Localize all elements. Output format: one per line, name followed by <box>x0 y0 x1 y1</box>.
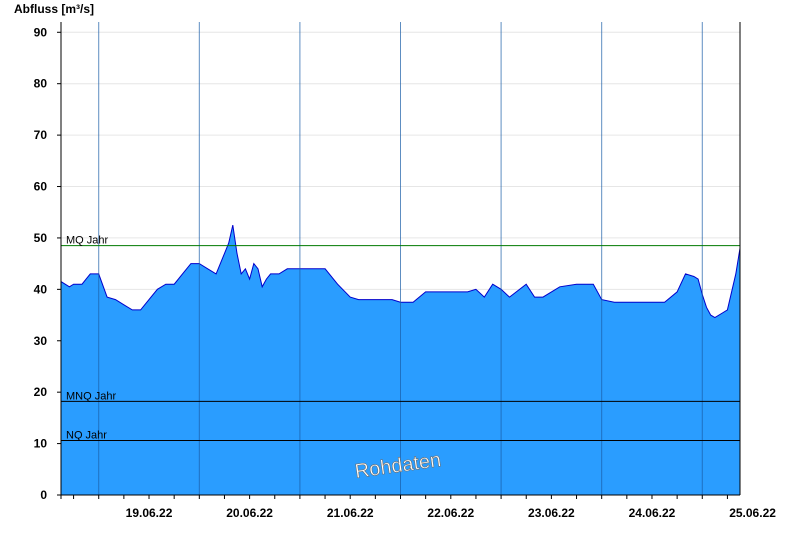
y-tick-label: 80 <box>34 77 48 91</box>
reference-label: MNQ Jahr <box>66 390 116 402</box>
x-tick-label: 25.06.22 <box>729 506 776 520</box>
day-separators <box>98 22 703 495</box>
y-tick-label: 0 <box>40 488 47 502</box>
axes <box>57 22 741 499</box>
y-tick-label: 90 <box>34 25 48 39</box>
x-tick-label: 24.06.22 <box>629 506 676 520</box>
y-tick-label: 50 <box>34 231 48 245</box>
x-ticks: 19.06.22 20.06.22 21.06.22 22.06.22 23.06.22… <box>73 495 776 520</box>
x-tick-label: 20.06.22 <box>226 506 273 520</box>
y-tick-label: 40 <box>34 282 48 296</box>
reference-lines: MQ Jahr MNQ Jahr NQ Jahr <box>61 235 740 442</box>
reference-label: NQ Jahr <box>66 430 107 442</box>
y-tick-label: 70 <box>34 128 48 142</box>
y-ticks: 0 10 20 30 40 50 60 70 80 90 <box>34 25 61 502</box>
y-tick-label: 30 <box>34 334 48 348</box>
x-tick-label: 23.06.22 <box>528 506 575 520</box>
y-axis-label: Abfluss [m³/s] <box>14 2 94 16</box>
y-tick-label: 20 <box>34 385 48 399</box>
x-tick-label: 22.06.22 <box>427 506 474 520</box>
x-tick-label: 19.06.22 <box>126 506 173 520</box>
x-tick-label: 21.06.22 <box>327 506 374 520</box>
y-tick-label: 10 <box>34 437 48 451</box>
y-tick-label: 60 <box>34 180 48 194</box>
reference-label: MQ Jahr <box>66 235 109 247</box>
